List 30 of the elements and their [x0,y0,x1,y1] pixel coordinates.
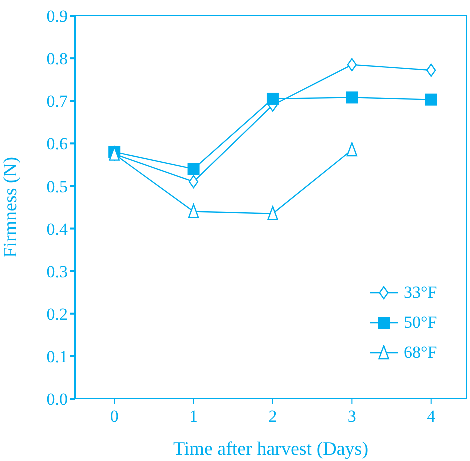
point [346,142,358,157]
y-tick-label: 0.6 [46,134,68,154]
legend-label: 33°F [404,282,438,304]
y-tick-label: 0.9 [46,7,68,26]
point [347,58,357,72]
y-tick-label: 0.3 [46,262,68,282]
point [346,92,358,104]
point [188,175,199,189]
y-tick-label: 0.2 [46,304,68,324]
point [426,64,436,78]
point [268,206,278,220]
y-tick-label: 0.4 [46,220,68,239]
x-tick-label: 2 [268,407,278,426]
x-axis-title: Time after harvest (Days) [173,439,369,460]
x-tick-label: 3 [348,407,356,426]
point [266,92,279,105]
x-tick-label: 1 [190,407,198,426]
y-tick-label: 0.7 [46,92,68,112]
point [188,163,200,176]
point [188,204,200,218]
y-tick-label: 0.8 [46,50,68,69]
y-tick-label: 0.0 [46,390,68,410]
x-tick-label: 4 [427,407,436,426]
legend-label: 68°F [404,342,438,364]
x-tick-label: 0 [110,407,119,426]
legend-label: 50°F [404,312,438,334]
point [425,94,438,106]
y-tick-label: 0.1 [46,347,68,366]
y-tick-label: 0.5 [46,177,68,196]
y-axis-title: Firmness (N) [0,157,22,258]
